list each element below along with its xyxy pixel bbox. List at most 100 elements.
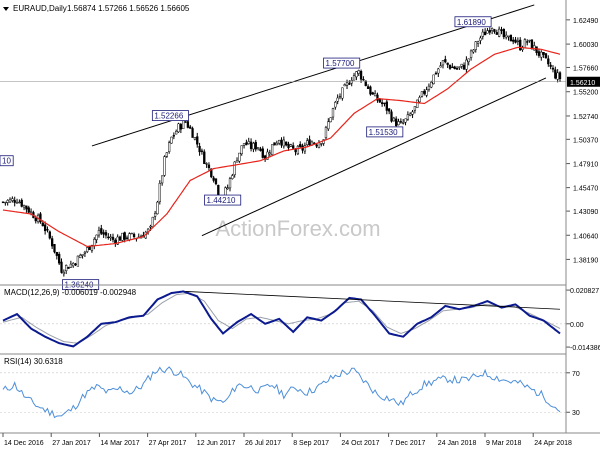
- x-tick-label: 26 Jul 2017: [245, 440, 281, 447]
- candle-bull: [79, 255, 82, 258]
- candle-bear: [249, 141, 253, 149]
- candle-bear: [53, 244, 56, 253]
- candle-bull: [62, 271, 65, 275]
- x-tick-label: 24 Jan 2018: [438, 440, 477, 447]
- candle-bear: [48, 231, 51, 239]
- candle-bear: [519, 39, 522, 51]
- candle-bull: [29, 211, 33, 213]
- candle-bull: [479, 37, 482, 41]
- annotation-box: [151, 110, 189, 121]
- y-tick-label: 1.60030: [573, 42, 598, 49]
- current-price-marker: 1.56210: [0, 76, 600, 87]
- current-price-label: 1.56210: [570, 80, 595, 87]
- candle-bear: [514, 39, 517, 43]
- channel-lines: [91, 4, 547, 237]
- candle-bull: [425, 89, 428, 96]
- candle-bull: [4, 201, 7, 204]
- candle-bear: [376, 94, 379, 101]
- candle-bear: [203, 151, 206, 164]
- candle-bull: [8, 199, 12, 203]
- macd-signal-line: [2, 292, 561, 344]
- candle-bear: [1, 201, 5, 203]
- candle-bull: [427, 85, 431, 90]
- candle-bull: [240, 145, 243, 155]
- candle-bear: [212, 177, 215, 181]
- y-tick-label: 1.38190: [573, 257, 598, 264]
- candle-bear: [359, 70, 363, 80]
- candle-bull: [121, 232, 124, 241]
- candle-bear: [111, 236, 115, 240]
- candle-bear: [189, 126, 192, 129]
- candle-bear: [512, 39, 515, 42]
- candle-bear: [348, 83, 351, 85]
- macd-series: [2, 290, 561, 348]
- y-tick-label: 1.40640: [573, 233, 598, 240]
- candle-bull: [205, 163, 208, 165]
- candle-bear: [20, 199, 23, 207]
- candle-bear: [444, 59, 447, 63]
- annotation-label: 1.52266: [154, 112, 183, 121]
- candle-bear: [123, 232, 126, 240]
- candle-bull: [238, 152, 241, 162]
- candle-bear: [308, 139, 311, 146]
- main-panel: ActionForex.com 1.62490 1.60030 1.57660 1.5…: [0, 4, 600, 291]
- candle-bull: [275, 142, 278, 146]
- candle-bear: [104, 232, 108, 236]
- x-tick-label: 9 Mar 2018: [486, 440, 522, 447]
- x-tick-label: 7 Dec 2017: [390, 440, 426, 447]
- candle-bull: [252, 143, 255, 150]
- ohlc-readout: 1.56874 1.57266 1.56526 1.56605: [67, 4, 190, 13]
- dropdown-arrow-icon[interactable]: [3, 7, 9, 11]
- candle-bear: [67, 266, 70, 269]
- y-tick-label: 1.55200: [573, 90, 598, 97]
- candle-bull: [406, 114, 410, 120]
- candle-bull: [278, 139, 281, 144]
- candle-bear: [207, 164, 211, 169]
- candle-bull: [523, 39, 527, 49]
- candle-bear: [196, 136, 199, 145]
- candle-bear: [217, 184, 220, 196]
- candle-bull: [6, 200, 9, 203]
- candle-bull: [268, 152, 271, 155]
- candle-bull: [556, 72, 559, 80]
- candle-bull: [460, 63, 463, 67]
- rsi-title: RSI(14) 30.6318: [4, 357, 63, 366]
- candle-bull: [324, 127, 328, 139]
- macd-trendline: [185, 291, 561, 310]
- candle-bull: [336, 97, 339, 102]
- candle-bull: [437, 68, 440, 74]
- candle-bull: [465, 59, 468, 70]
- candle-bull: [320, 143, 323, 145]
- candle-bull: [528, 39, 531, 42]
- candle-bull: [296, 145, 300, 155]
- candle-bear: [60, 261, 63, 273]
- candle-bull: [76, 255, 80, 267]
- candle-bear: [41, 222, 44, 227]
- candle-bear: [39, 213, 42, 223]
- candle-bull: [11, 198, 14, 201]
- annotation-box: [0, 155, 14, 167]
- candle-bear: [100, 228, 103, 234]
- candle-bull: [352, 75, 356, 81]
- candle-bear: [423, 90, 426, 94]
- candle-bull: [533, 45, 536, 51]
- watermark: ActionForex.com: [215, 216, 380, 241]
- candle-bull: [402, 122, 405, 124]
- candle-bull: [15, 202, 19, 204]
- candle-bull: [411, 111, 414, 115]
- candle-bull: [404, 118, 407, 123]
- candle-bull: [160, 175, 164, 184]
- candle-bull: [338, 95, 342, 98]
- candle-bear: [388, 108, 391, 112]
- candle-bull: [505, 34, 508, 38]
- x-tick-label: 14 Dec 2016: [4, 440, 44, 447]
- candle-bear: [446, 62, 449, 65]
- candle-bear: [27, 207, 30, 213]
- candle-bear: [399, 121, 403, 123]
- candle-bear: [502, 29, 505, 38]
- candle-bear: [55, 251, 58, 256]
- candle-bull: [247, 141, 250, 144]
- candle-bull: [175, 131, 178, 135]
- y-tick-label: 1.50370: [573, 137, 598, 144]
